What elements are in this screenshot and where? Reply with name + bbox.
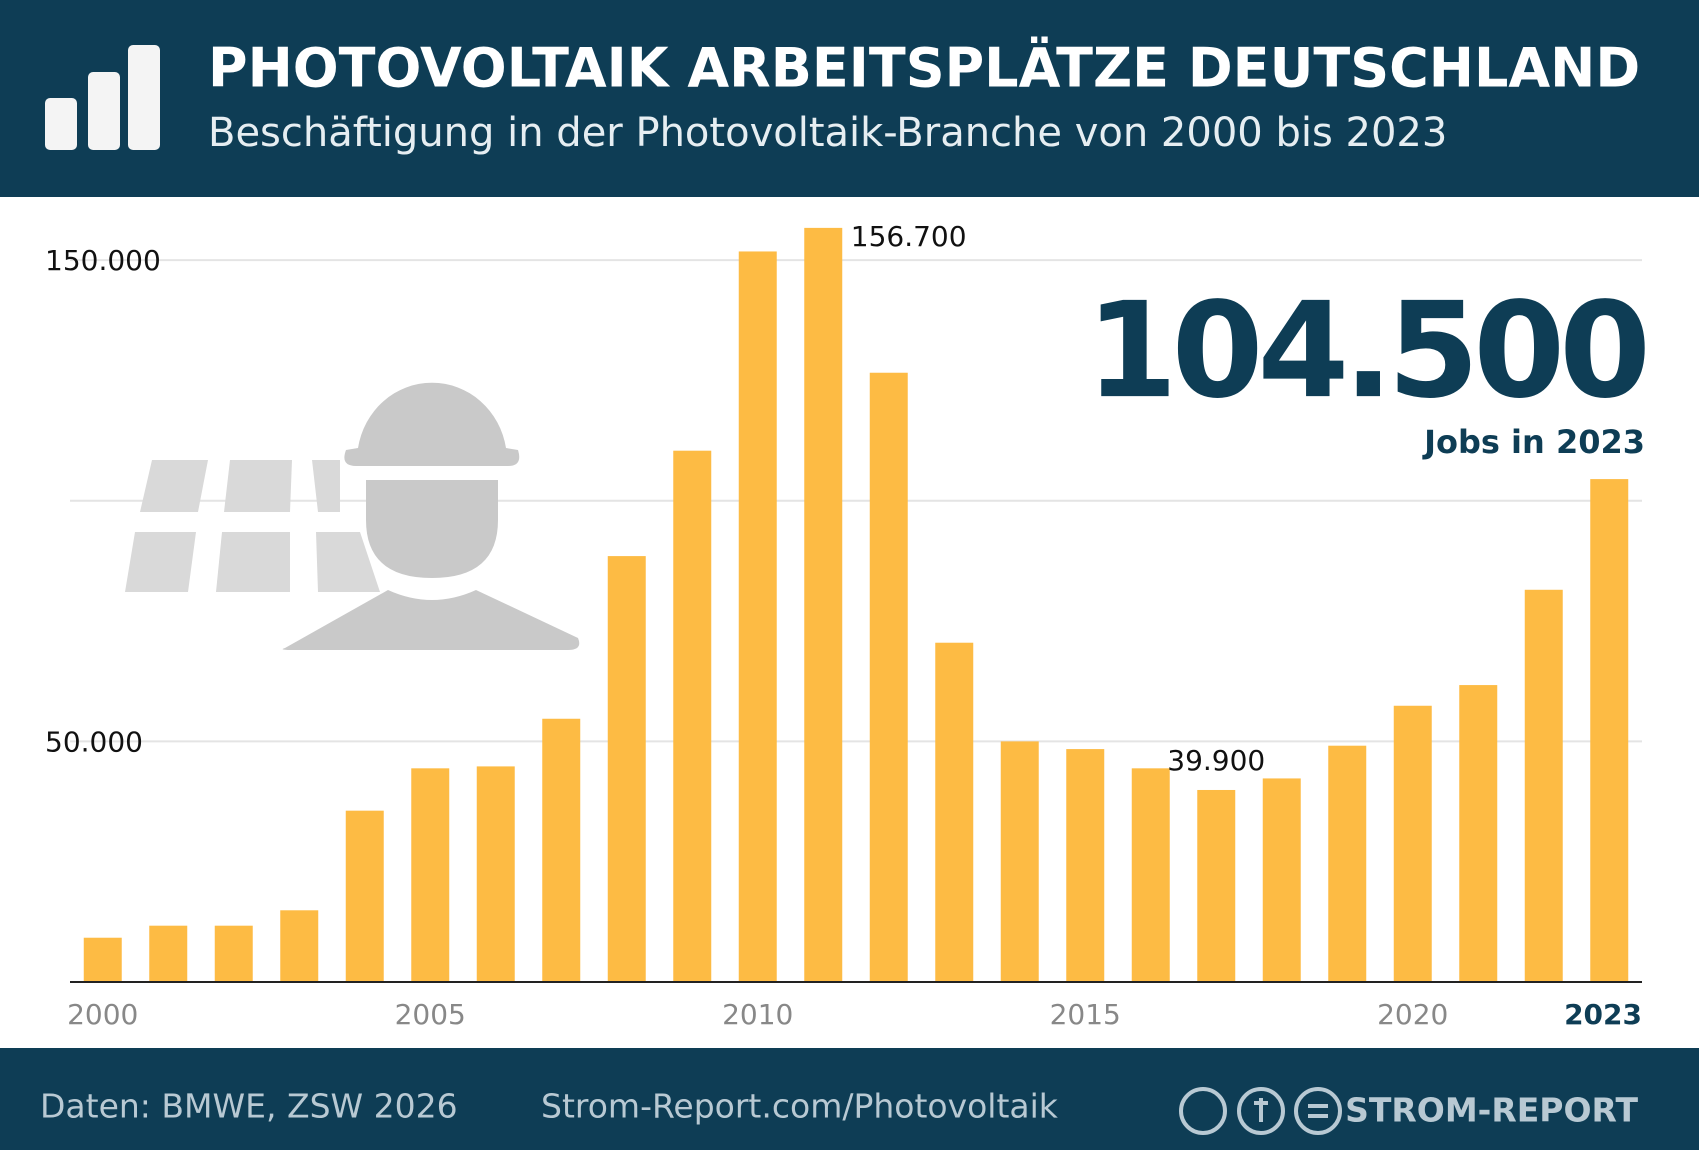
bar	[476, 766, 515, 982]
footer-band	[0, 1048, 1699, 1150]
bar	[935, 642, 974, 982]
bar	[607, 556, 646, 982]
value-label: 39.900	[1167, 744, 1265, 777]
bar	[345, 810, 384, 982]
bar	[1393, 705, 1432, 982]
bar	[673, 450, 712, 982]
bar	[1459, 685, 1498, 982]
brand: STROM-REPORT	[1345, 1091, 1638, 1130]
highlight-value: 104.500	[1086, 274, 1645, 428]
x-tick-label: 2020	[1377, 998, 1448, 1031]
bar	[1197, 789, 1236, 982]
subtitle: Beschäftigung in der Photovoltaik-Branch…	[208, 110, 1447, 156]
bar	[1000, 741, 1039, 982]
header-band	[0, 0, 1699, 197]
bar	[214, 925, 253, 982]
highlight-label: Jobs in 2023	[1422, 423, 1645, 461]
x-tick-label: 2015	[1050, 998, 1121, 1031]
source: Daten: BMWE, ZSW 2026	[40, 1087, 458, 1126]
bar	[1328, 745, 1367, 982]
bar	[280, 910, 319, 982]
license-icons	[1179, 1087, 1342, 1135]
title: PHOTOVOLTAIK ARBEITSPLÄTZE DEUTSCHLAND	[208, 37, 1640, 100]
bar	[1590, 479, 1629, 982]
url: Strom-Report.com/Photovoltaik	[541, 1087, 1059, 1126]
bar	[1131, 768, 1170, 982]
bar	[542, 718, 581, 982]
value-label: 156.700	[851, 220, 967, 253]
bar	[804, 227, 843, 983]
bar	[738, 251, 777, 982]
worker-icon	[125, 382, 580, 650]
bar	[411, 768, 450, 982]
bar	[1262, 778, 1301, 982]
x-tick-label: 2023	[1564, 998, 1642, 1031]
bar	[83, 937, 122, 982]
bar	[149, 925, 188, 982]
logo	[45, 45, 160, 150]
y-tick-label: 150.000	[45, 244, 161, 277]
y-tick-label: 50.000	[45, 725, 143, 758]
x-tick-label: 2005	[395, 998, 466, 1031]
x-tick-label: 2000	[67, 998, 138, 1031]
x-tick-label: 2010	[722, 998, 793, 1031]
bar	[1524, 589, 1563, 982]
bar	[869, 372, 908, 982]
bar	[1066, 749, 1105, 982]
